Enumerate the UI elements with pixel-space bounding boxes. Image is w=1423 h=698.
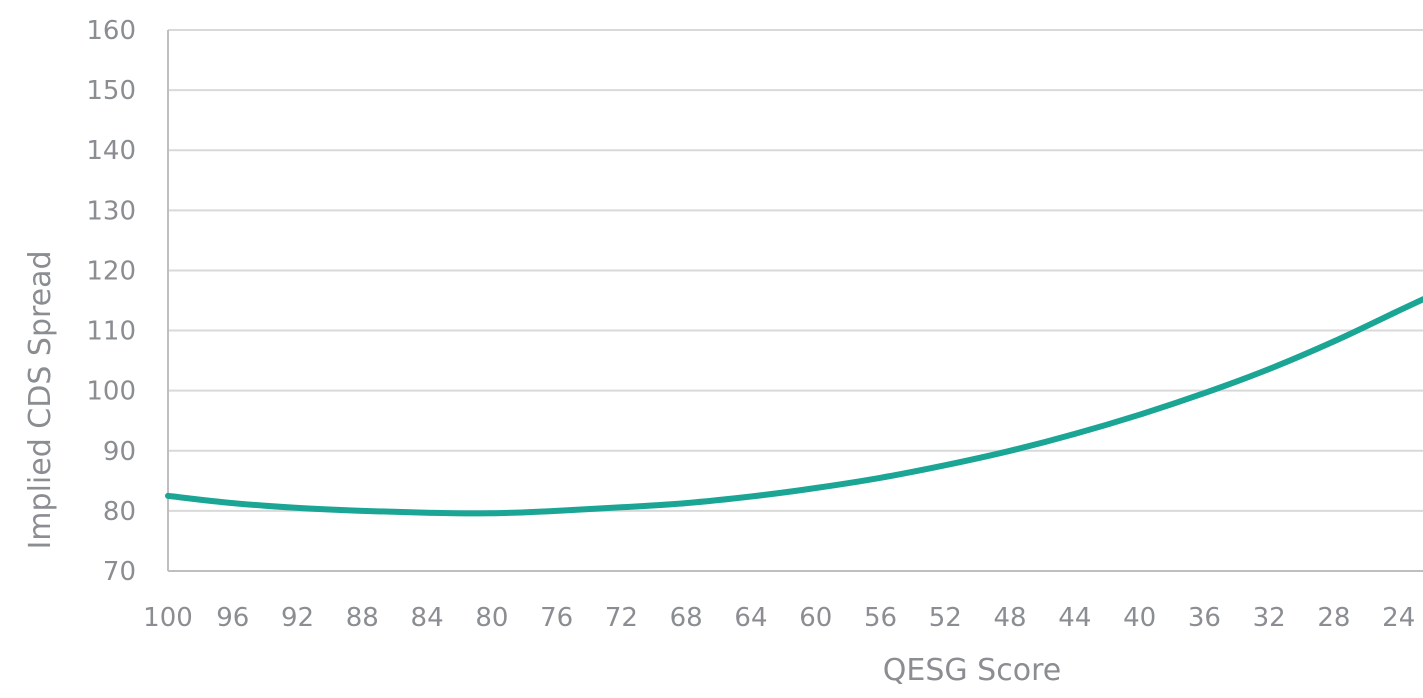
- y-tick-label: 130: [86, 196, 136, 226]
- x-tick-label: 68: [670, 603, 703, 633]
- y-tick-label: 150: [86, 76, 136, 106]
- x-tick-label: 48: [994, 603, 1027, 633]
- y-tick-label: 70: [103, 557, 136, 587]
- x-axis-ticks: 100 96 92 88 84 80 76 72 68 64 60 56 52 48 44 40 36 32 28 2…: [143, 603, 1415, 633]
- x-tick-label: 80: [475, 603, 508, 633]
- y-tick-label: 160: [86, 16, 136, 46]
- x-tick-label: 72: [605, 603, 638, 633]
- x-axis-title: QESG Score: [883, 653, 1061, 688]
- gridlines: [168, 29, 1423, 512]
- x-tick-label: 92: [281, 603, 314, 633]
- y-tick-label: 90: [103, 437, 136, 467]
- y-tick-label: 80: [103, 497, 136, 527]
- x-tick-label: 24: [1382, 603, 1415, 633]
- x-tick-label: 28: [1317, 603, 1350, 633]
- x-tick-label: 44: [1058, 603, 1091, 633]
- x-tick-label: 76: [540, 603, 573, 633]
- x-tick-label: 60: [799, 603, 832, 633]
- x-tick-label: 40: [1123, 603, 1156, 633]
- x-tick-label: 56: [864, 603, 897, 633]
- x-tick-label: 96: [216, 603, 249, 633]
- x-tick-label: 64: [734, 603, 767, 633]
- series-line: [165, 296, 1423, 517]
- y-tick-label: 120: [86, 256, 136, 286]
- y-tick-label: 110: [86, 317, 136, 347]
- y-tick-label: 140: [86, 136, 136, 166]
- x-tick-label: 36: [1188, 603, 1221, 633]
- x-tick-label: 32: [1253, 603, 1286, 633]
- x-tick-label: 88: [346, 603, 379, 633]
- x-tick-label: 84: [411, 603, 444, 633]
- x-tick-label: 100: [143, 603, 193, 633]
- y-axis-ticks: 70 80 90 100 110 120 130 140 150 160: [86, 16, 136, 587]
- x-tick-label: 52: [929, 603, 962, 633]
- y-tick-label: 100: [86, 377, 136, 407]
- y-axis-title: Implied CDS Spread: [23, 250, 58, 549]
